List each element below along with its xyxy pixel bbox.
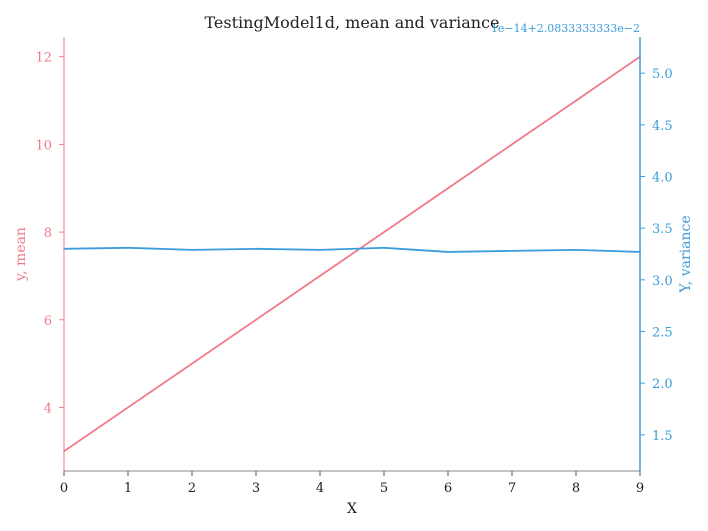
right-y-tick-label: 3.0 bbox=[652, 274, 673, 289]
right-y-tick-label: 4.5 bbox=[652, 119, 673, 134]
right-axis-label: Y, variance bbox=[678, 215, 694, 293]
x-tick-label: 6 bbox=[444, 481, 452, 496]
left-y-tick-label: 12 bbox=[35, 51, 52, 66]
variance-series-line bbox=[63, 246, 641, 253]
right-axis-offset-text: 1e−14+2.0833333333e−2 bbox=[491, 22, 640, 35]
x-tick-label: 8 bbox=[572, 481, 580, 496]
left-y-tick-label: 8 bbox=[44, 226, 52, 241]
right-y-tick-label: 1.5 bbox=[652, 429, 673, 444]
series-layer bbox=[63, 55, 641, 453]
left-y-tick-label: 4 bbox=[44, 401, 52, 416]
left-y-tick-label: 10 bbox=[35, 138, 52, 153]
right-y-tick-label: 2.0 bbox=[652, 377, 673, 392]
mean-series-line bbox=[63, 55, 641, 453]
right-y-tick-label: 5.0 bbox=[652, 67, 673, 82]
x-tick-label: 9 bbox=[636, 481, 644, 496]
x-tick-label: 1 bbox=[124, 481, 132, 496]
x-tick-label: 7 bbox=[508, 481, 516, 496]
x-tick-label: 5 bbox=[380, 481, 388, 496]
x-tick-label: 0 bbox=[60, 481, 68, 496]
right-y-tick-label: 2.5 bbox=[652, 326, 673, 341]
left-y-tick-label: 6 bbox=[44, 314, 52, 329]
x-tick-label: 3 bbox=[252, 481, 260, 496]
right-y-tick-label: 3.5 bbox=[652, 222, 673, 237]
x-tick-label: 2 bbox=[188, 481, 196, 496]
axes-layer: 0 1 2 3 4 5 6 7 8 946810121.52.02.53.03.54.04.55.… bbox=[35, 37, 673, 496]
right-y-tick-label: 4.0 bbox=[652, 171, 673, 186]
x-axis-label: X bbox=[347, 501, 357, 517]
left-axis-label: y, mean bbox=[13, 227, 29, 282]
x-tick-label: 4 bbox=[316, 481, 324, 496]
chart-title: TestingModel1d, mean and variance bbox=[205, 13, 500, 32]
